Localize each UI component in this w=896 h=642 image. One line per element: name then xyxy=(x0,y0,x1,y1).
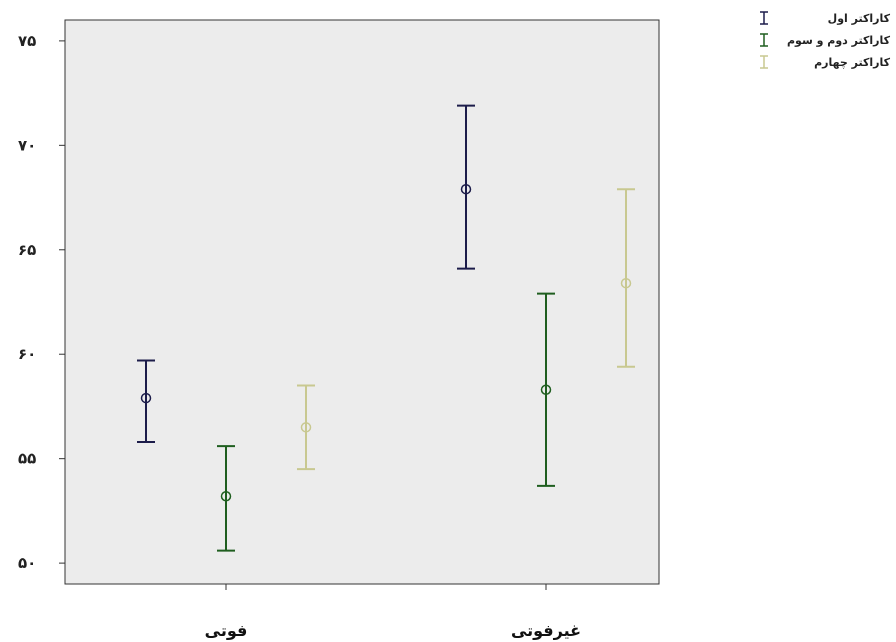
mean-marker xyxy=(220,491,232,502)
y-tick-label: ۷۵ xyxy=(18,32,36,50)
mean-marker xyxy=(460,183,472,195)
y-tick-label: ۶۰ xyxy=(18,345,36,363)
legend-label: کاراکتر اول xyxy=(828,12,891,25)
mean-marker xyxy=(140,392,152,404)
mean-marker xyxy=(300,422,312,433)
y-axis: ۵۰ ۵۵ ۶۰ ۶۵ ۷۰ ۷۵ xyxy=(18,32,65,572)
series-1 xyxy=(137,104,475,443)
x-axis: فوتی غیرفوتی xyxy=(205,584,581,640)
series-group xyxy=(137,104,635,552)
y-tick-label: ۷۰ xyxy=(18,136,36,154)
y-tick-label: ۵۰ xyxy=(18,554,36,572)
mean-marker xyxy=(620,277,632,289)
y-tick-label: ۵۵ xyxy=(18,450,36,468)
x-category-label: فوتی xyxy=(205,621,248,640)
y-tick-label: ۶۵ xyxy=(18,241,36,259)
plot-background xyxy=(64,19,660,585)
legend-label: کاراکتر چهارم xyxy=(814,56,891,69)
legend: کاراکتر اول کاراکتر دوم و سوم کاراکتر چهار… xyxy=(760,11,891,69)
series-3 xyxy=(297,188,635,471)
series-2 xyxy=(217,292,555,552)
legend-label: کاراکتر دوم و سوم xyxy=(787,34,891,47)
mean-marker xyxy=(540,384,552,395)
x-category-label: غیرفوتی xyxy=(511,621,581,640)
